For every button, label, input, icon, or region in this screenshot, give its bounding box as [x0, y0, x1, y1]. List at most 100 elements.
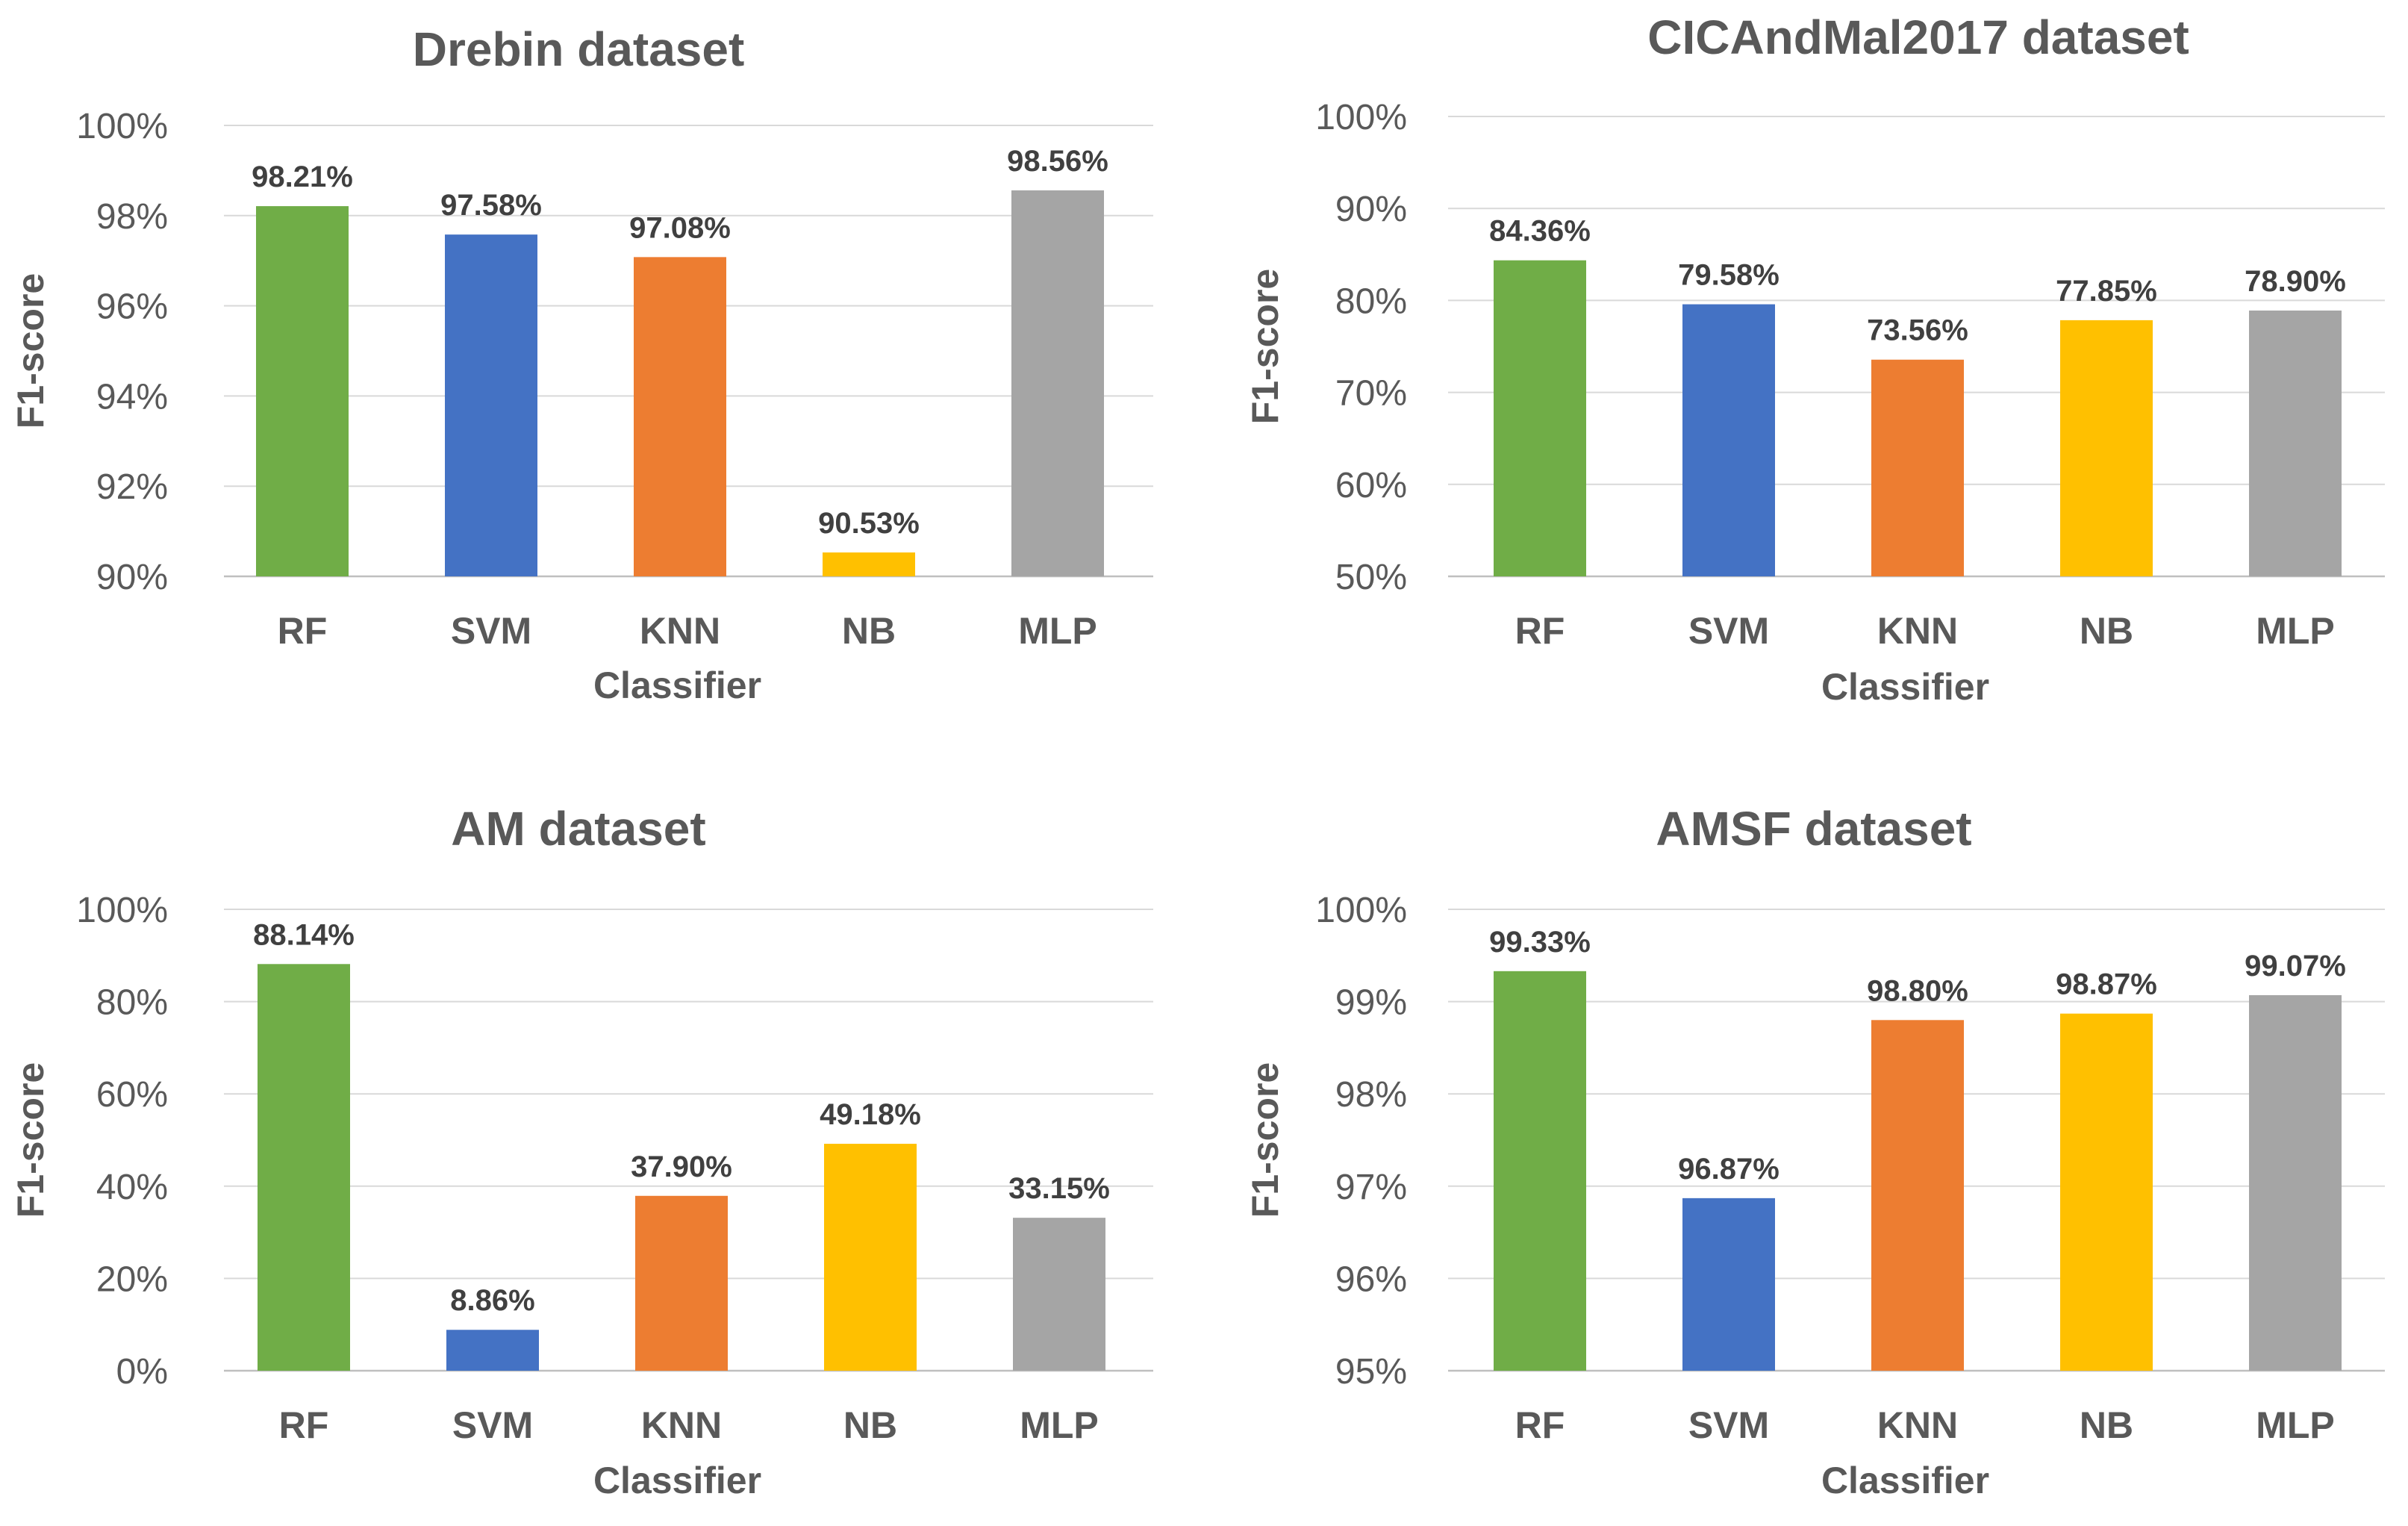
bar-rf: [1494, 971, 1586, 1371]
bar-knn: [634, 257, 726, 576]
bar-rf: [1494, 260, 1586, 576]
bar-svm: [1682, 304, 1775, 576]
chart-panel-1: Drebin dataset 90% 92% 94% 96% 98% 100% 98.21% R…: [10, 22, 1153, 706]
data-label: 84.36%: [1489, 215, 1591, 248]
y-tick-label: 100%: [1315, 891, 1407, 930]
bar-knn: [1871, 359, 1964, 576]
x-tick-label: NB: [2080, 610, 2133, 652]
x-tick-label: KNN: [640, 610, 720, 652]
bar-rf: [256, 206, 349, 576]
bar-mlp: [2249, 310, 2342, 576]
x-tick-label: MLP: [2256, 610, 2335, 652]
x-tick-label: SVM: [1688, 610, 1769, 652]
chart-panel-2: CICAndMal2017 dataset 50% 60% 70% 80% 90% 100%…: [1244, 10, 2385, 708]
data-label: 79.58%: [1678, 259, 1780, 292]
x-axis-label: Classifier: [593, 664, 761, 706]
x-tick-label: MLP: [2256, 1404, 2335, 1446]
y-tick-label: 50%: [1335, 558, 1407, 597]
data-label: 33.15%: [1008, 1172, 1110, 1205]
y-axis-label: F1-score: [10, 1062, 52, 1218]
x-tick-label: NB: [843, 1404, 897, 1446]
y-tick-label: 98%: [1335, 1075, 1407, 1115]
bar-nb: [823, 552, 915, 576]
x-tick-label: NB: [842, 610, 896, 652]
data-label: 97.58%: [440, 189, 542, 222]
x-tick-label: NB: [2080, 1404, 2133, 1446]
bar-knn: [635, 1195, 728, 1371]
y-axis-label: F1-score: [10, 273, 52, 429]
bar-nb: [2060, 320, 2153, 576]
data-label: 37.90%: [631, 1150, 732, 1183]
data-label: 73.56%: [1867, 314, 1968, 347]
x-tick-label: RF: [1515, 610, 1565, 652]
bar-rf: [258, 964, 350, 1371]
bar-svm: [1682, 1198, 1775, 1371]
y-tick-label: 60%: [1335, 466, 1407, 505]
y-tick-label: 96%: [96, 287, 168, 327]
data-label: 77.85%: [2056, 275, 2157, 308]
chart-panel-3: AM dataset 0% 20% 40% 60% 80% 100% 88.14% RF 8.86…: [10, 802, 1153, 1501]
y-tick-label: 60%: [96, 1075, 168, 1115]
x-tick-label: MLP: [1020, 1404, 1099, 1446]
y-tick-label: 98%: [96, 197, 168, 237]
y-tick-label: 92%: [96, 467, 168, 507]
chart-panel-4: AMSF dataset 95% 96% 97% 98% 99% 100% 99.33% RF 9…: [1244, 802, 2385, 1501]
bar-nb: [2060, 1013, 2153, 1371]
chart-title: AM dataset: [451, 802, 705, 856]
data-label: 98.56%: [1007, 145, 1108, 178]
x-tick-label: KNN: [1877, 1404, 1958, 1446]
bar-mlp: [1013, 1218, 1105, 1371]
x-tick-label: RF: [1515, 1404, 1565, 1446]
x-tick-label: RF: [279, 1404, 329, 1446]
data-label: 8.86%: [450, 1284, 534, 1317]
y-tick-label: 90%: [96, 558, 168, 597]
chart-title: Drebin dataset: [413, 22, 745, 76]
x-tick-label: KNN: [641, 1404, 722, 1446]
y-tick-label: 70%: [1335, 374, 1407, 414]
y-tick-label: 0%: [116, 1352, 168, 1392]
y-tick-label: 97%: [1335, 1168, 1407, 1207]
y-axis-label: F1-score: [1244, 1062, 1286, 1218]
data-label: 49.18%: [820, 1098, 921, 1131]
data-label: 96.87%: [1678, 1153, 1780, 1186]
y-tick-label: 96%: [1335, 1259, 1407, 1299]
bar-svm: [446, 1330, 539, 1371]
y-axis-label: F1-score: [1244, 269, 1286, 424]
data-label: 90.53%: [818, 507, 920, 540]
bar-mlp: [2249, 994, 2342, 1371]
chart-title: CICAndMal2017 dataset: [1647, 10, 2189, 64]
x-tick-label: KNN: [1877, 610, 1958, 652]
data-label: 98.21%: [252, 161, 353, 193]
x-tick-label: RF: [278, 610, 328, 652]
data-label: 98.80%: [1867, 974, 1968, 1007]
y-tick-label: 99%: [1335, 983, 1407, 1023]
bar-knn: [1871, 1020, 1964, 1371]
y-tick-label: 100%: [1315, 98, 1407, 137]
data-label: 78.90%: [2245, 265, 2346, 298]
x-axis-label: Classifier: [593, 1460, 761, 1501]
y-tick-label: 80%: [96, 983, 168, 1023]
bar-nb: [824, 1144, 917, 1371]
y-tick-label: 100%: [76, 891, 168, 930]
y-tick-label: 90%: [1335, 190, 1407, 229]
x-tick-label: SVM: [452, 1404, 533, 1446]
y-tick-label: 94%: [96, 377, 168, 417]
data-label: 99.07%: [2245, 950, 2346, 982]
bar-svm: [445, 234, 537, 576]
bar-mlp: [1011, 190, 1104, 576]
x-tick-label: SVM: [1688, 1404, 1769, 1446]
y-tick-label: 100%: [76, 107, 168, 146]
data-label: 98.87%: [2056, 968, 2157, 1001]
y-tick-label: 20%: [96, 1259, 168, 1299]
x-axis-label: Classifier: [1821, 666, 1989, 708]
x-tick-label: MLP: [1018, 610, 1097, 652]
data-label: 99.33%: [1489, 926, 1591, 959]
x-tick-label: SVM: [451, 610, 531, 652]
y-tick-label: 95%: [1335, 1352, 1407, 1392]
y-tick-label: 40%: [96, 1168, 168, 1207]
x-axis-label: Classifier: [1821, 1460, 1989, 1501]
data-label: 97.08%: [629, 211, 731, 244]
y-tick-label: 80%: [1335, 281, 1407, 321]
data-label: 88.14%: [253, 918, 355, 951]
